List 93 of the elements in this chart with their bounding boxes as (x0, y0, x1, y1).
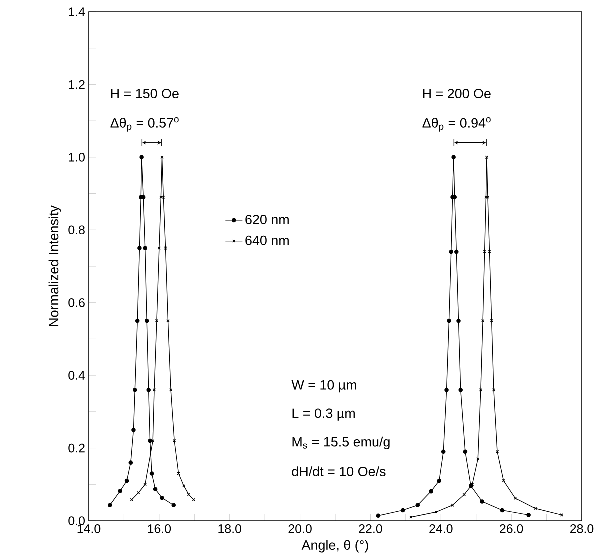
legend-label: 640 nm (246, 236, 289, 246)
point (451, 504, 454, 507)
point (481, 319, 485, 323)
point (164, 246, 168, 250)
point (160, 496, 164, 500)
point (444, 388, 449, 392)
point (160, 156, 164, 160)
point (485, 156, 489, 160)
point (108, 503, 112, 508)
point (187, 493, 191, 496)
y-tick-label: 0.6 (68, 298, 85, 308)
point (172, 439, 176, 443)
point (476, 458, 480, 461)
point (138, 246, 142, 250)
point (502, 479, 506, 483)
annotation: H = 200 Oe (423, 89, 491, 99)
x-tick-label: 18.0 (218, 524, 242, 534)
point (160, 196, 163, 200)
x-tick-label: 14.0 (78, 524, 101, 534)
point (500, 508, 505, 513)
x-tick-label: 20.0 (288, 524, 312, 534)
point (144, 318, 150, 324)
legend-label: 620 nm (246, 214, 289, 224)
x-tick-label: 22.0 (359, 524, 382, 534)
point (437, 478, 442, 484)
point (496, 450, 500, 454)
point (441, 450, 446, 454)
point (492, 388, 496, 392)
point (534, 507, 538, 510)
y-tick-label: 1.0 (69, 153, 85, 162)
point (135, 318, 140, 324)
point (462, 493, 466, 496)
point (480, 500, 484, 504)
annotation: Δθ$_{p}$ = 0.57$^{o}$ (110, 118, 179, 132)
y-tick-label: 0.8 (68, 226, 85, 235)
point (148, 438, 152, 444)
x-axis-title: Angle, θ (°) (302, 540, 368, 553)
point (192, 498, 196, 502)
point (162, 196, 166, 200)
point (132, 428, 136, 432)
x-tick-label: 24.0 (430, 524, 453, 534)
point (376, 514, 381, 518)
point (150, 472, 154, 476)
point (454, 250, 459, 254)
point (124, 478, 130, 484)
annotation: L = 0.3 µm (292, 408, 355, 421)
point (140, 155, 144, 160)
point (416, 503, 420, 508)
y-tick-label: 1.4 (69, 8, 86, 16)
y-tick-label: 0.2 (68, 444, 85, 453)
point (152, 388, 156, 392)
point (144, 483, 147, 486)
point (434, 510, 438, 514)
point (169, 388, 173, 392)
point (128, 460, 134, 465)
point (479, 388, 483, 392)
annotation: H = 150 Oe (111, 89, 179, 99)
annotation: M$_{s}$ = 15.5 emu/g (292, 436, 390, 450)
point (132, 388, 138, 392)
point (429, 489, 434, 494)
y-tick-label: 0.4 (68, 371, 86, 380)
x-tick-label: 16.0 (148, 524, 172, 534)
point (158, 246, 162, 250)
point (463, 450, 468, 454)
x-tick-label: 28.0 (570, 524, 594, 534)
y-tick-label: 1.2 (69, 80, 85, 90)
point (143, 246, 148, 250)
point (155, 319, 159, 323)
annotation: Δθ$_{p}$ = 0.94$^{o}$ (422, 118, 491, 132)
point (172, 503, 176, 508)
point (137, 491, 140, 495)
x-tick-label: 26.0 (500, 524, 524, 534)
point (514, 496, 518, 500)
point (458, 388, 464, 392)
point (146, 388, 152, 392)
point (400, 508, 406, 513)
point (166, 319, 170, 323)
point (118, 489, 122, 494)
point (410, 516, 413, 519)
point (447, 318, 452, 324)
annotation: W = 10 µm (292, 380, 356, 393)
y-axis-title: Normalized Intensity (48, 206, 62, 326)
point (151, 439, 155, 443)
point (449, 250, 454, 254)
point (490, 319, 494, 323)
point (452, 155, 456, 160)
point (177, 472, 180, 476)
y-tick-label: 0.0 (68, 516, 85, 526)
annotation: dH/dt = 10 Oe/s (292, 466, 386, 476)
point (182, 484, 186, 488)
point (456, 318, 461, 324)
point (153, 487, 158, 492)
point (526, 513, 531, 518)
